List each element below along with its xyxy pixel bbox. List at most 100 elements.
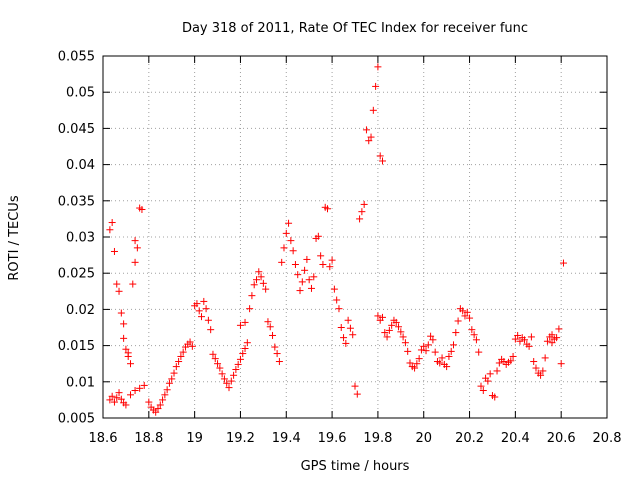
- data-point-marker: [378, 157, 386, 165]
- tick-labels-layer: 18.6 18.8 19 19.2 19.4 19.6 19.8 20 20.2 20.4 20.6…: [58, 50, 622, 447]
- data-point-marker: [266, 323, 274, 331]
- data-point-marker: [257, 273, 265, 281]
- data-point-marker: [454, 317, 462, 325]
- data-point-marker: [106, 396, 114, 404]
- data-point-marker: [399, 333, 407, 341]
- data-point-marker: [108, 392, 116, 400]
- data-point-marker: [207, 326, 215, 334]
- data-point-marker: [353, 390, 361, 398]
- data-point-marker: [401, 339, 409, 347]
- data-point-marker: [367, 133, 375, 141]
- data-point-marker: [209, 350, 217, 358]
- data-point-marker: [468, 326, 476, 334]
- data-point-marker: [271, 343, 279, 351]
- data-point-marker: [291, 261, 299, 269]
- x-tick-label: 19: [186, 431, 203, 446]
- data-point-marker: [106, 226, 114, 234]
- data-point-marker: [117, 395, 125, 403]
- y-tick-label: 0.055: [58, 50, 95, 65]
- data-point-marker: [165, 379, 173, 387]
- data-point-marker: [548, 331, 556, 339]
- data-point-marker: [230, 371, 238, 379]
- data-point-marker: [450, 341, 458, 349]
- data-point-marker: [411, 364, 419, 372]
- y-axis-label: ROTI / TECUs: [7, 195, 22, 280]
- data-point-marker: [225, 384, 233, 392]
- data-point-marker: [294, 271, 302, 279]
- data-point-marker: [115, 389, 123, 397]
- data-point-marker: [241, 344, 249, 352]
- data-point-marker: [541, 354, 549, 362]
- data-point-marker: [113, 394, 121, 402]
- data-point-marker: [108, 219, 116, 227]
- data-point-marker: [378, 313, 386, 321]
- data-point-marker: [122, 345, 130, 353]
- data-point-marker: [285, 219, 293, 227]
- data-point-marker: [273, 350, 281, 358]
- data-point-marker: [525, 342, 533, 350]
- data-point-marker: [287, 237, 295, 245]
- data-point-marker: [438, 354, 446, 362]
- data-point-marker: [255, 268, 263, 276]
- data-point-marker: [553, 334, 561, 342]
- data-point-marker: [305, 276, 313, 284]
- data-point-marker: [463, 308, 471, 316]
- data-point-marker: [532, 364, 540, 372]
- data-point-marker: [383, 333, 391, 341]
- y-tick-label: 0.015: [58, 339, 95, 354]
- data-point-marker: [193, 300, 201, 308]
- data-point-marker: [335, 305, 343, 313]
- data-point-marker: [200, 297, 208, 305]
- data-point-marker: [296, 287, 304, 295]
- data-point-marker: [152, 408, 160, 416]
- data-point-marker: [136, 384, 144, 392]
- data-point-marker: [337, 324, 345, 331]
- y-tick-label: 0.04: [66, 158, 95, 173]
- data-point-marker: [470, 331, 478, 339]
- data-point-marker: [344, 316, 352, 324]
- data-point-marker: [495, 359, 503, 367]
- y-tick-label: 0.025: [58, 267, 95, 282]
- data-point-marker: [179, 348, 187, 356]
- data-point-marker: [172, 363, 180, 371]
- data-point-marker: [126, 391, 134, 399]
- data-point-marker: [168, 375, 176, 383]
- data-point-marker: [351, 382, 359, 390]
- data-point-marker: [459, 307, 467, 315]
- data-point-marker: [381, 329, 389, 337]
- data-point-marker: [113, 280, 121, 288]
- data-point-marker: [269, 331, 277, 339]
- data-point-marker: [507, 357, 515, 365]
- data-point-marker: [461, 312, 469, 320]
- data-point-marker: [424, 341, 432, 349]
- x-tick-label: 18.8: [134, 431, 163, 446]
- data-point-marker: [259, 279, 267, 287]
- data-point-marker: [122, 401, 130, 409]
- data-point-marker: [362, 126, 370, 134]
- x-tick-label: 20: [415, 431, 432, 446]
- data-point-marker: [530, 358, 538, 366]
- x-tick-label: 19.6: [318, 431, 347, 446]
- y-tick-label: 0.03: [66, 231, 95, 246]
- data-point-marker: [129, 280, 137, 288]
- x-tick-label: 20.8: [593, 431, 622, 446]
- data-point-marker: [404, 347, 412, 355]
- data-point-marker: [543, 337, 551, 345]
- data-point-marker: [365, 137, 373, 145]
- data-point-marker: [214, 360, 222, 368]
- data-point-marker: [131, 237, 139, 245]
- y-tick-label: 0.05: [66, 86, 95, 101]
- data-point-marker: [156, 401, 164, 409]
- data-point-marker: [333, 296, 341, 304]
- data-point-marker: [417, 346, 425, 354]
- data-point-marker: [186, 338, 194, 346]
- data-point-marker: [340, 334, 348, 342]
- data-point-marker: [509, 352, 517, 360]
- data-point-marker: [236, 355, 244, 363]
- data-point-marker: [314, 232, 322, 240]
- x-tick-label: 19.8: [363, 431, 392, 446]
- data-point-marker: [195, 307, 203, 315]
- data-point-marker: [360, 200, 368, 208]
- x-tick-label: 19.2: [226, 431, 255, 446]
